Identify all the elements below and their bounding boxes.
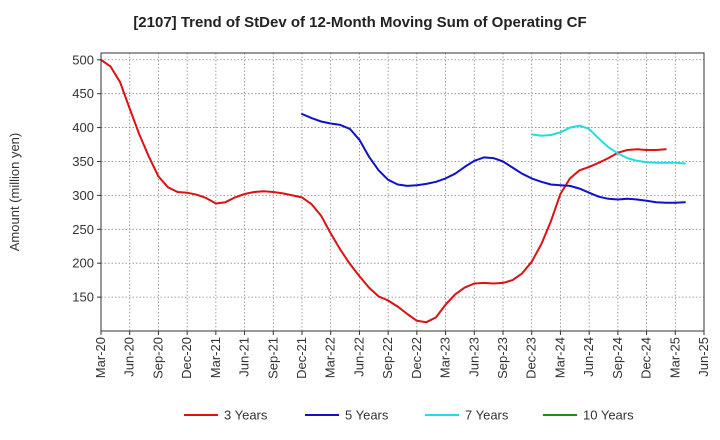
x-tick-label: Sep-24 [610, 337, 625, 379]
x-tick-label: Mar-25 [667, 337, 682, 378]
x-tick-label: Jun-25 [696, 337, 711, 377]
x-tick-label: Mar-20 [93, 337, 108, 378]
x-tick-label: Dec-24 [639, 337, 654, 379]
plot-area [101, 53, 704, 331]
y-axis-title: Amount (million yen) [7, 133, 22, 252]
series-line-7-years [530, 124, 686, 165]
x-tick-label: Sep-20 [150, 337, 165, 379]
x-tick-label: Mar-24 [552, 337, 567, 378]
legend-label: 10 Years [583, 408, 634, 423]
x-tick-label: Dec-23 [524, 337, 539, 379]
x-tick-label: Jun-24 [581, 337, 596, 377]
y-tick-label: 450 [72, 86, 94, 101]
x-tick-label: Jun-21 [237, 337, 252, 377]
y-tick-label: 350 [72, 154, 94, 169]
x-tick-label: Dec-20 [179, 337, 194, 379]
plot-frame [100, 52, 705, 332]
x-tick-label: Mar-21 [208, 337, 223, 378]
x-tick-label: Jun-20 [122, 337, 137, 377]
series-line-5-years [301, 113, 686, 204]
x-tick-label: Jun-22 [351, 337, 366, 377]
legend-label: 3 Years [224, 408, 268, 423]
chart-title: [2107] Trend of StDev of 12-Month Moving… [133, 14, 587, 31]
legend-label: 7 Years [465, 408, 509, 423]
x-tick-label: Dec-21 [294, 337, 309, 379]
x-tick-label: Mar-22 [323, 337, 338, 378]
y-axis-ticks: 150 200 250 300 350 400 450 500 [72, 52, 101, 305]
x-tick-label: Sep-22 [380, 337, 395, 379]
y-tick-label: 250 [72, 222, 94, 237]
y-tick-label: 300 [72, 188, 94, 203]
y-tick-label: 400 [72, 120, 94, 135]
y-tick-label: 200 [72, 256, 94, 271]
grid-lines [101, 53, 704, 331]
x-tick-label: Jun-23 [466, 337, 481, 377]
x-tick-label: Sep-21 [265, 337, 280, 379]
x-axis-ticks: Mar-20 Jun-20 Sep-20 Dec-20 Mar-21 Jun-21 Sep-… [93, 331, 711, 379]
series-lines [100, 58, 686, 324]
y-tick-label: 150 [72, 290, 94, 305]
x-tick-label: Mar-23 [438, 337, 453, 378]
y-tick-label: 500 [72, 52, 94, 67]
legend: 3 Years 5 Years 7 Years 10 Years [184, 408, 634, 423]
series-line-3-years [100, 58, 667, 324]
x-tick-label: Sep-23 [495, 337, 510, 379]
x-tick-label: Dec-22 [409, 337, 424, 379]
legend-label: 5 Years [345, 408, 389, 423]
